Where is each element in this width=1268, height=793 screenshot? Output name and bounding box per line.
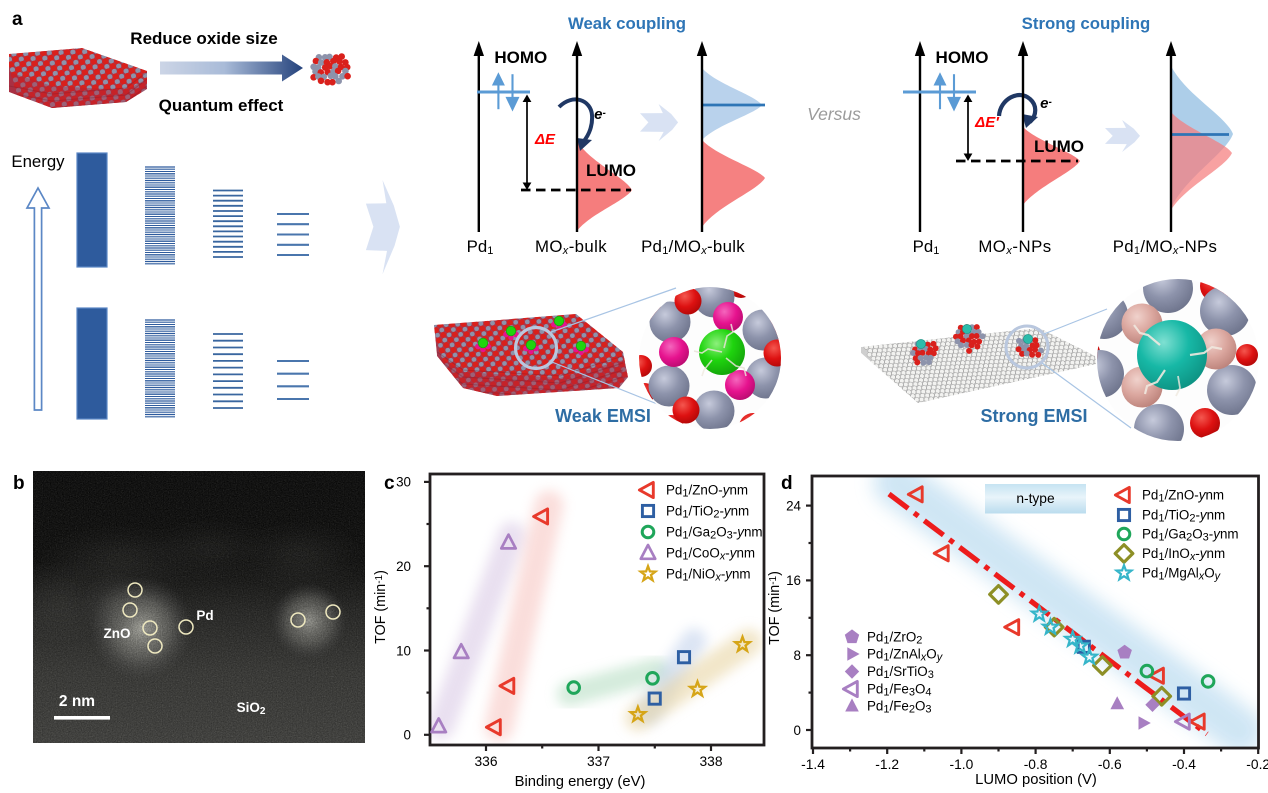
svg-text:b: b — [13, 473, 25, 494]
svg-text:-0.6: -0.6 — [1098, 757, 1122, 772]
svg-text:Pd1/ZnAlxOy: Pd1/ZnAlxOy — [867, 647, 944, 664]
svg-text:e-: e- — [594, 106, 606, 123]
svg-text:337: 337 — [587, 754, 610, 769]
svg-text:Pd1/MOx-NPs: Pd1/MOx-NPs — [1113, 237, 1217, 257]
svg-text:ZnO: ZnO — [104, 626, 131, 641]
svg-text:TOF (min-1): TOF (min-1) — [373, 570, 389, 644]
svg-text:Pd1/TiO2-ynm: Pd1/TiO2-ynm — [1142, 508, 1225, 525]
svg-text:338: 338 — [699, 754, 722, 769]
svg-text:16: 16 — [786, 573, 801, 588]
svg-text:a: a — [12, 9, 23, 30]
svg-text:Pd1/ZnO-ynm: Pd1/ZnO-ynm — [666, 483, 748, 500]
svg-text:c: c — [384, 473, 395, 494]
svg-text:MOx-NPs: MOx-NPs — [978, 237, 1051, 257]
svg-text:ΔE′: ΔE′ — [974, 114, 1000, 131]
svg-text:LUMO: LUMO — [586, 161, 636, 180]
svg-text:Weak EMSI: Weak EMSI — [555, 406, 651, 426]
svg-text:Strong coupling: Strong coupling — [1022, 14, 1151, 33]
svg-text:Pd1/ZnO-ynm: Pd1/ZnO-ynm — [1142, 488, 1224, 505]
svg-text:Pd1/Ga2O3-ynm: Pd1/Ga2O3-ynm — [1142, 527, 1239, 544]
svg-text:MOx-bulk: MOx-bulk — [535, 237, 607, 257]
svg-text:SiO2: SiO2 — [237, 700, 266, 717]
svg-text:e-: e- — [1040, 95, 1052, 112]
svg-text:Pd1/MOx-bulk: Pd1/MOx-bulk — [641, 237, 745, 257]
svg-text:30: 30 — [396, 475, 411, 490]
svg-text:Pd: Pd — [196, 608, 213, 623]
svg-text:n-type: n-type — [1016, 491, 1055, 506]
svg-text:Pd1/Ga2O3-ynm: Pd1/Ga2O3-ynm — [666, 525, 763, 542]
svg-text:20: 20 — [396, 559, 411, 574]
svg-text:336: 336 — [474, 754, 497, 769]
svg-text:0: 0 — [404, 728, 411, 743]
svg-text:-0.2: -0.2 — [1246, 757, 1268, 772]
svg-text:TOF (min-1): TOF (min-1) — [767, 571, 783, 645]
svg-text:HOMO: HOMO — [494, 48, 547, 67]
svg-text:10: 10 — [396, 643, 411, 658]
svg-text:Pd1/SrTiO3: Pd1/SrTiO3 — [867, 664, 934, 681]
svg-text:Pd1/TiO2-ynm: Pd1/TiO2-ynm — [666, 504, 749, 521]
svg-text:-1.4: -1.4 — [801, 757, 825, 772]
svg-text:d: d — [781, 473, 793, 494]
svg-text:-0.4: -0.4 — [1172, 757, 1196, 772]
svg-text:0: 0 — [794, 723, 801, 738]
svg-text:24: 24 — [786, 498, 801, 513]
svg-text:Weak coupling: Weak coupling — [568, 14, 686, 33]
svg-text:-1.0: -1.0 — [950, 757, 974, 772]
svg-text:Pd1/Fe2O3: Pd1/Fe2O3 — [867, 699, 932, 716]
svg-text:Pd1/MgAlxOy: Pd1/MgAlxOy — [1142, 566, 1222, 583]
svg-text:8: 8 — [794, 648, 801, 663]
svg-text:LUMO position (V): LUMO position (V) — [975, 772, 1097, 788]
svg-text:2 nm: 2 nm — [59, 693, 95, 710]
svg-text:Pd1/NiOx-ynm: Pd1/NiOx-ynm — [666, 567, 751, 584]
svg-text:-1.2: -1.2 — [875, 757, 899, 772]
svg-text:Pd1/InOx-ynm: Pd1/InOx-ynm — [1142, 546, 1225, 563]
svg-text:Pd1: Pd1 — [913, 237, 940, 257]
svg-text:ΔE: ΔE — [534, 131, 556, 148]
svg-text:Binding energy (eV): Binding energy (eV) — [515, 774, 646, 790]
svg-text:-0.8: -0.8 — [1024, 757, 1048, 772]
svg-text:LUMO: LUMO — [1034, 137, 1084, 156]
svg-text:Pd1/Fe3O4: Pd1/Fe3O4 — [867, 682, 932, 699]
svg-text:Reduce oxide size: Reduce oxide size — [130, 29, 277, 48]
svg-text:Strong EMSI: Strong EMSI — [981, 406, 1088, 426]
svg-text:Pd1/ZrO2: Pd1/ZrO2 — [867, 630, 922, 647]
svg-text:Pd1: Pd1 — [467, 237, 494, 257]
svg-text:Energy: Energy — [11, 152, 65, 171]
svg-text:Versus: Versus — [807, 104, 861, 124]
svg-text:HOMO: HOMO — [936, 48, 989, 67]
svg-text:Quantum effect: Quantum effect — [159, 96, 284, 115]
svg-text:Pd1/CoOx-ynm: Pd1/CoOx-ynm — [666, 546, 755, 563]
